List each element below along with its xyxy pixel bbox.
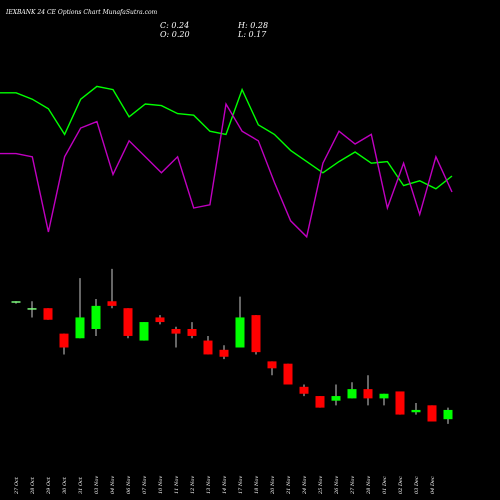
candle-body: [171, 329, 181, 334]
candle: [123, 308, 133, 339]
x-tick-label: 12 Nov: [190, 476, 196, 494]
candle: [299, 384, 309, 397]
x-tick-label: 07 Nov: [142, 476, 148, 494]
candle-body: [219, 349, 229, 357]
candle: [59, 333, 69, 355]
candle: [283, 363, 293, 385]
candle-body: [347, 389, 357, 399]
x-tick-label: 06 Nov: [126, 476, 132, 494]
candle-body: [11, 301, 21, 303]
candle: [187, 322, 197, 339]
candle-body: [139, 322, 149, 341]
candle-body: [363, 389, 373, 399]
candle: [11, 301, 21, 304]
candle-body: [43, 308, 53, 320]
candle-body: [75, 317, 85, 339]
candle-body: [443, 409, 453, 420]
candle: [363, 375, 373, 406]
candle-body: [267, 361, 277, 369]
x-tick-label: 27 Nov: [350, 476, 356, 495]
candle-body: [91, 305, 101, 329]
x-tick-label: 14 Nov: [222, 476, 228, 494]
candle: [219, 345, 229, 360]
candle-body: [379, 393, 389, 399]
x-tick-label: 26 Nov: [334, 476, 340, 495]
candle: [155, 315, 165, 325]
high-value: H: 0.28: [237, 21, 268, 30]
candle-body: [395, 391, 405, 415]
candle-body: [59, 333, 69, 348]
indicator-line-1: [0, 85, 453, 190]
x-tick-label: 18 Nov: [254, 476, 260, 494]
candle-body: [251, 315, 261, 353]
candle-body: [427, 405, 437, 422]
x-tick-label: 29 Oct: [46, 476, 52, 495]
candle: [411, 403, 421, 415]
chart-title: IEXBANK 24 CE Options Chart MunafaSutra.…: [5, 9, 158, 16]
x-tick-label: 01 Dec: [382, 476, 388, 494]
candle: [267, 361, 277, 376]
x-axis-labels: 27 Oct 28 Oct 29 Oct 30 Oct 31 Oct 03 Nov 04 N…: [14, 476, 436, 495]
candle: [43, 308, 53, 320]
x-tick-label: 04 Dec: [430, 476, 436, 494]
candle-body: [203, 340, 213, 355]
candle: [203, 335, 213, 355]
candle: [171, 326, 181, 348]
candle: [235, 296, 245, 348]
x-tick-label: 02 Dec: [398, 476, 404, 494]
x-tick-label: 31 Oct: [78, 476, 84, 494]
low-value: L: 0.17: [237, 30, 267, 39]
candle-body: [107, 301, 117, 306]
x-tick-label: 20 Nov: [270, 476, 276, 495]
candle: [251, 315, 261, 355]
x-tick-label: 21 Nov: [286, 476, 292, 495]
candle-body: [27, 308, 37, 310]
candle-body: [187, 329, 197, 336]
candle-body: [283, 363, 293, 385]
candle: [347, 382, 357, 399]
candle: [427, 405, 437, 422]
candles: [11, 268, 453, 424]
x-tick-label: 30 Oct: [62, 476, 68, 494]
x-tick-label: 24 Nov: [302, 476, 308, 495]
candle-body: [315, 396, 325, 408]
x-tick-label: 13 Nov: [206, 476, 212, 494]
candle: [75, 278, 85, 339]
indicator-lines: [0, 85, 453, 239]
candle: [331, 384, 341, 406]
candle: [395, 391, 405, 415]
x-tick-label: 03 Nov: [94, 476, 100, 494]
candle-body: [155, 317, 165, 323]
candle: [443, 407, 453, 424]
x-tick-label: 17 Nov: [238, 476, 244, 494]
candle-body: [123, 308, 133, 336]
indicator-line-2: [0, 101, 453, 239]
close-value: C: 0.24: [160, 21, 189, 30]
candle-body: [331, 396, 341, 401]
x-tick-label: 10 Nov: [158, 476, 164, 494]
candle: [315, 396, 325, 408]
candle: [379, 393, 389, 406]
x-tick-label: 25 Nov: [318, 476, 324, 495]
candle-body: [299, 386, 309, 394]
x-tick-label: 28 Nov: [366, 476, 372, 495]
x-tick-label: 27 Oct: [14, 476, 20, 495]
candle: [107, 268, 117, 309]
candle-body: [235, 317, 245, 348]
candle: [139, 322, 149, 341]
candle-body: [411, 409, 421, 413]
open-value: O: 0.20: [160, 30, 190, 39]
x-tick-label: 11 Nov: [174, 476, 180, 494]
candle: [91, 298, 101, 336]
candle: [27, 301, 37, 318]
x-tick-label: 28 Oct: [30, 476, 36, 495]
x-tick-label: 04 Nov: [110, 476, 116, 494]
x-tick-label: 03 Dec: [414, 476, 420, 494]
